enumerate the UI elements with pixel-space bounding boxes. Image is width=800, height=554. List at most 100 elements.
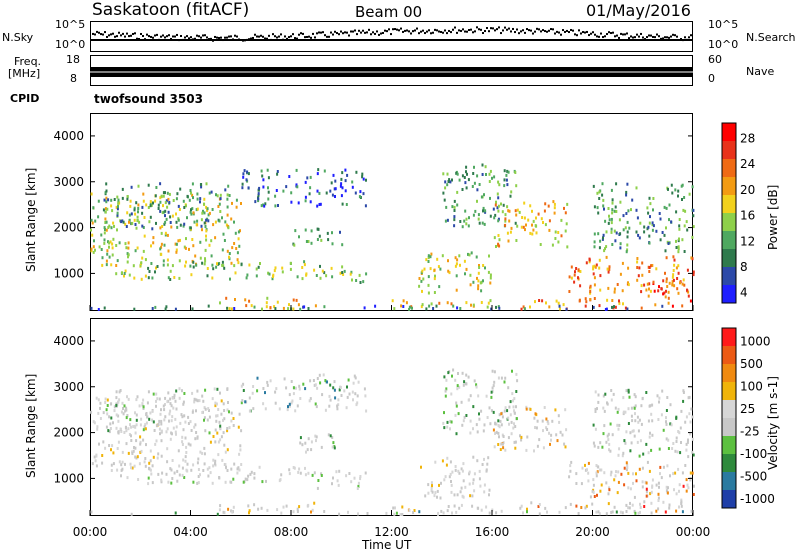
power-cell [673, 258, 676, 262]
power-cell [451, 178, 453, 182]
power-cell [343, 269, 346, 273]
velocity-cell [117, 440, 120, 444]
power-cell [204, 248, 207, 252]
velocity-cell [687, 396, 690, 400]
velocity-cell [681, 510, 684, 514]
power-cell [478, 183, 481, 186]
velocity-cell [665, 422, 668, 426]
velocity-cell [629, 431, 632, 435]
velocity-cell [160, 480, 163, 484]
velocity-cell [136, 395, 139, 399]
velocity-cell [658, 485, 660, 489]
velocity-colorbar-cell [722, 418, 736, 437]
power-cell [481, 163, 484, 167]
nsearch-label: N.Search [746, 31, 796, 44]
velocity-cell [607, 432, 610, 436]
velocity-cell [440, 481, 442, 485]
power-cell [100, 233, 103, 237]
power-cell [602, 236, 604, 240]
velocity-cell [446, 425, 449, 429]
velocity-cell [135, 418, 138, 422]
nsky-dot [234, 34, 236, 37]
power-cell [344, 179, 347, 183]
power-cell [622, 302, 624, 306]
power-cell [455, 171, 458, 175]
power-cell [167, 249, 170, 253]
velocity-cell [108, 415, 111, 419]
power-cell [605, 245, 608, 249]
velocity-cell [248, 396, 251, 400]
velocity-cell [446, 456, 449, 460]
power-cell [459, 307, 462, 310]
power-cell [325, 274, 328, 278]
velocity-cell [605, 481, 608, 485]
power-cell [159, 196, 162, 200]
power-cell [450, 302, 453, 306]
velocity-cell [127, 397, 130, 401]
velocity-cell [95, 396, 98, 400]
nsky-dot [638, 35, 640, 38]
velocity-cell [461, 469, 464, 473]
velocity-cell [645, 487, 648, 491]
velocity-cell [224, 480, 227, 484]
power-cell [245, 178, 248, 182]
velocity-cell [519, 506, 522, 510]
power-cell [688, 192, 691, 196]
power-cell [167, 276, 170, 280]
power-cell [331, 193, 334, 197]
power-cell [315, 274, 318, 277]
power-cell [589, 298, 592, 301]
power-cell [318, 234, 321, 238]
velocity-cell [628, 395, 631, 399]
velocity-cell [215, 402, 218, 406]
velocity-cell [181, 443, 184, 446]
velocity-cell [113, 405, 116, 409]
velocity-cell [203, 462, 206, 466]
velocity-cell [195, 431, 198, 434]
power-cell [175, 220, 178, 224]
velocity-cell [450, 490, 453, 494]
velocity-cell [203, 406, 206, 410]
velocity-cell [204, 388, 207, 392]
power-cell [331, 275, 334, 279]
power-cell [179, 223, 182, 227]
power-cell [430, 302, 433, 306]
velocity-cell [296, 507, 299, 511]
power-cell [434, 274, 436, 278]
power-cell [663, 233, 666, 237]
power-cell [169, 221, 172, 224]
power-cell [210, 239, 213, 243]
velocity-cell [668, 506, 671, 510]
power-cell [282, 189, 285, 193]
velocity-cell [247, 474, 250, 478]
power-cell [92, 206, 95, 210]
velocity-cell [168, 412, 171, 416]
velocity-cell [514, 446, 517, 450]
power-cell [596, 206, 599, 210]
velocity-cell [142, 407, 145, 410]
power-cell [189, 189, 192, 192]
velocity-cell [495, 511, 498, 515]
nsky-dot [664, 36, 666, 39]
nsky-dot [342, 32, 344, 35]
power-cell [493, 175, 496, 179]
power-cell [201, 228, 203, 232]
velocity-cell [525, 407, 528, 411]
colorbar-tick-label: 1000 [740, 335, 771, 349]
power-cell [361, 172, 364, 176]
velocity-cell [598, 512, 601, 516]
velocity-cell [321, 393, 324, 397]
nsky-dot [512, 27, 514, 30]
velocity-cell [96, 425, 99, 429]
power-cell [648, 221, 651, 225]
velocity-cell [218, 420, 221, 424]
power-cell [226, 213, 229, 217]
velocity-cell [475, 385, 478, 389]
velocity-cell [225, 465, 227, 469]
velocity-cell [599, 489, 602, 493]
power-cell [506, 231, 509, 235]
velocity-cell [331, 436, 334, 439]
velocity-cell [196, 389, 199, 393]
power-cell [167, 210, 170, 214]
velocity-cell [640, 422, 643, 426]
